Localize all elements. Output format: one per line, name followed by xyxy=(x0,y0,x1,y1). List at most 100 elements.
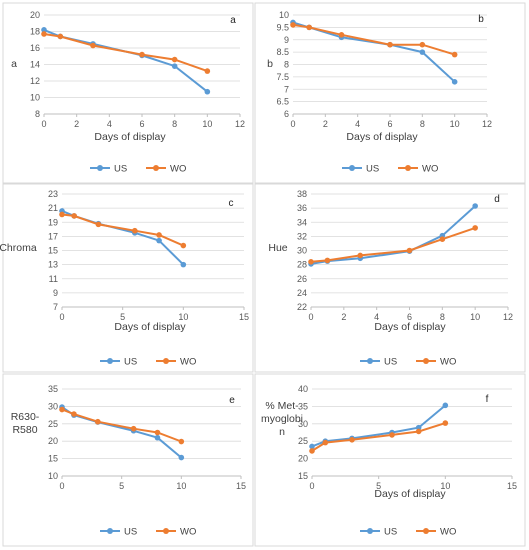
chart-d-legend-us-marker xyxy=(367,358,373,364)
chart-d-series-wo-point xyxy=(439,236,446,242)
chart-c-frame xyxy=(2,183,254,373)
chart-a-panel-letter: a xyxy=(230,15,236,26)
chart-c-y-tick-label: 23 xyxy=(48,189,58,199)
chart-b-x-tick-label: 0 xyxy=(290,119,295,129)
chart-c-y-tick-label: 9 xyxy=(53,288,58,298)
chart-a-series-wo-point xyxy=(41,31,47,37)
chart-f-series-us-point xyxy=(442,402,449,409)
chart-a-y-tick-label: 16 xyxy=(30,43,40,53)
chart-a-x-tick-label: 12 xyxy=(235,119,245,129)
chart-f-series-wo-point xyxy=(389,432,395,438)
chart-d-legend-wo-label: WO xyxy=(440,357,456,368)
chart-d-x-tick-label: 12 xyxy=(503,312,513,322)
chart-d-y-tick-label: 30 xyxy=(297,246,307,256)
chart-f-series-wo-point xyxy=(322,439,329,446)
chart-c-y-tick-label: 17 xyxy=(48,231,58,241)
chart-a: 8 10 12 14 16 18 20 0 2 4 6 8 10 12 Days of display a a U… xyxy=(2,2,254,184)
chart-b-series-wo-point xyxy=(306,24,312,31)
chart-e-frame xyxy=(2,373,254,547)
chart-a-x-tick-label: 0 xyxy=(41,119,46,129)
chart-e-y-tick-label: 10 xyxy=(48,471,58,481)
chart-d-legend-us-label: US xyxy=(384,357,397,368)
chart-d-x-tick-label: 4 xyxy=(374,312,379,322)
chart-f-frame xyxy=(254,373,526,547)
chart-e-series-wo-point xyxy=(59,406,65,413)
chart-f-y-tick-label: 25 xyxy=(298,436,308,446)
chart-b-y-tick-label: 10 xyxy=(279,10,289,20)
chart-e-legend-us-marker xyxy=(107,528,113,534)
chart-c-y-tick-label: 15 xyxy=(48,246,58,256)
chart-e-x-tick-label: 10 xyxy=(176,481,186,491)
chart-c-x-tick-label: 15 xyxy=(239,312,249,322)
chart-f-x-title: Days of display xyxy=(374,488,446,500)
chart-d-x-tick-label: 6 xyxy=(407,312,412,322)
chart-f-series-wo-point xyxy=(442,420,449,426)
chart-b-x-tick-label: 10 xyxy=(450,119,460,129)
chart-e-legend-wo-marker xyxy=(163,528,169,534)
chart-c-y-tick-label: 19 xyxy=(48,217,58,227)
chart-e-legend-us-label: US xyxy=(124,527,137,538)
chart-e-series-wo-point xyxy=(95,418,101,425)
chart-a-series-wo-point xyxy=(57,33,64,40)
chart-c-series-wo-point xyxy=(71,213,77,219)
chart-b-x-title: Days of display xyxy=(346,131,418,143)
chart-b-panel-letter: b xyxy=(478,14,484,25)
chart-b-legend-us-label: US xyxy=(366,164,379,175)
chart-e-y-tick-label: 20 xyxy=(48,436,58,446)
chart-d-series-wo-point xyxy=(324,257,331,264)
chart-e-panel-letter: e xyxy=(229,395,235,406)
chart-d-series-wo-point xyxy=(472,225,478,231)
chart-c-panel-letter: c xyxy=(229,198,234,209)
chart-a-y-tick-label: 18 xyxy=(30,27,40,37)
chart-a-x-title: Days of display xyxy=(94,131,166,143)
chart-e-series-wo-point xyxy=(178,438,185,445)
chart-b-series-wo-point xyxy=(338,32,345,38)
chart-e-x-tick-label: 5 xyxy=(119,481,124,491)
chart-c-legend-us-label: US xyxy=(124,357,137,368)
chart-c-series-us-point xyxy=(180,261,187,268)
chart-b-series-wo-point xyxy=(419,41,426,48)
chart-c-x-tick-label: 0 xyxy=(59,312,64,322)
chart-c-series-wo-point xyxy=(59,211,65,218)
chart-a-legend-wo-label: WO xyxy=(170,164,186,175)
chart-f-panel-letter: f xyxy=(486,394,489,405)
chart-f-y-title: % Met-myoglobi n xyxy=(261,400,303,438)
chart-f-y-tick-label: 35 xyxy=(298,401,308,411)
chart-b-series-wo-point xyxy=(290,22,296,28)
chart-b-y-tick-label: 6 xyxy=(284,109,289,119)
chart-d-series-wo-point xyxy=(308,259,314,265)
chart-e-series-us-point xyxy=(154,434,161,441)
chart-b-legend-us-marker xyxy=(349,165,355,171)
chart-e-y-tick-label: 25 xyxy=(48,419,58,429)
chart-c-y-tick-label: 21 xyxy=(48,203,58,213)
chart-a-y-title: a xyxy=(11,58,17,70)
chart-b-frame xyxy=(254,2,526,184)
chart-d-y-tick-label: 24 xyxy=(297,288,307,298)
chart-c-series-wo-point xyxy=(95,221,102,228)
chart-d-series-wo-point xyxy=(406,247,413,254)
chart-b-y-tick-label: 7.5 xyxy=(276,72,289,82)
chart-c-series-wo-point xyxy=(156,232,162,238)
chart-b-series-wo-point xyxy=(387,41,393,48)
chart-d-y-tick-label: 34 xyxy=(297,217,307,227)
chart-b-y-tick-label: 7 xyxy=(284,84,289,94)
chart-a-y-tick-label: 20 xyxy=(30,10,40,20)
chart-c-x-tick-label: 5 xyxy=(120,312,125,322)
chart-e-series-wo-point xyxy=(130,425,137,432)
chart-c-legend-wo-marker xyxy=(163,358,169,364)
chart-b: 6 6.5 7 7.5 8 8.5 9 9.5 10 0 2 4 6 8 10 12 Days of displ… xyxy=(254,2,526,184)
chart-e-series-us-point xyxy=(178,454,185,461)
chart-b-legend-wo-label: WO xyxy=(422,164,438,175)
chart-b-series-us-point xyxy=(419,49,426,55)
chart-a-series-wo-point xyxy=(204,68,211,74)
chart-d-y-tick-label: 26 xyxy=(297,274,307,284)
chart-f-y-tick-label: 40 xyxy=(298,384,308,394)
chart-f-y-tick-label: 20 xyxy=(298,454,308,464)
chart-f-series-wo-point xyxy=(415,428,422,435)
chart-c: 7 9 11 13 15 17 19 21 23 0 5 10 15 Days of display Chr… xyxy=(0,183,254,373)
chart-e-legend-wo-label: WO xyxy=(180,527,196,538)
chart-c-x-title: Days of display xyxy=(114,321,186,333)
chart-c-y-tick-label: 11 xyxy=(49,274,58,284)
